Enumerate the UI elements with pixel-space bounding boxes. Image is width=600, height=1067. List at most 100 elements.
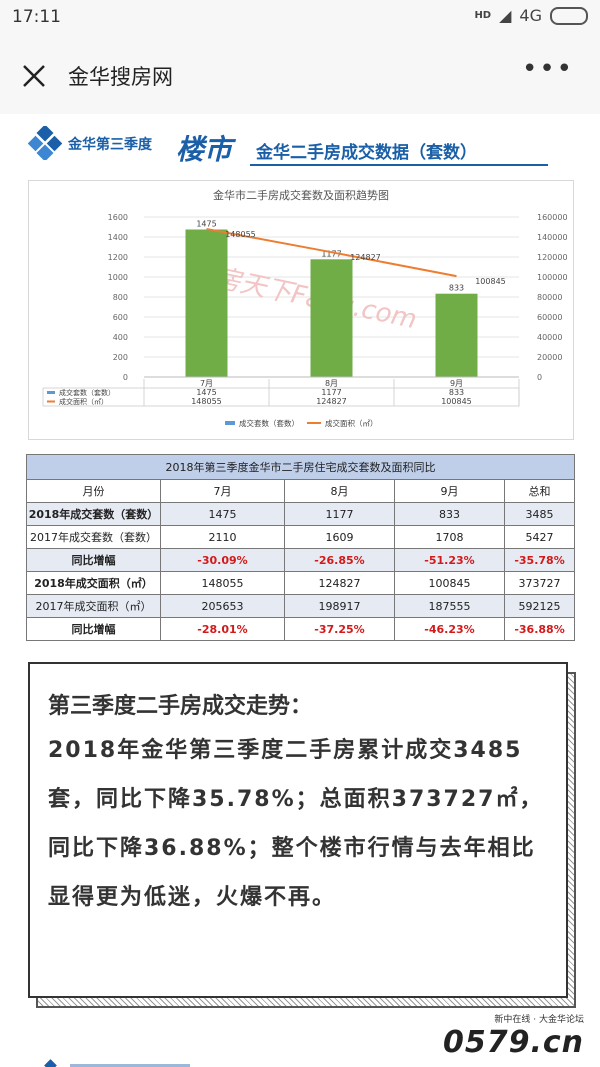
legend-bar-swatch xyxy=(225,421,235,425)
table-row: 2017年成交面积（㎡） 205653 198917 187555 592125 xyxy=(26,594,576,618)
chart-panel: 金华市二手房成交套数及面积趋势图 1600 1400 1200 1000 800 600 40… xyxy=(28,180,574,440)
y-left-tick-label: 1600 xyxy=(108,213,128,222)
table-cell: 1177 xyxy=(284,502,395,526)
y-right-tick-label: 80000 xyxy=(537,293,562,302)
chart-title: 金华市二手房成交套数及面积趋势图 xyxy=(213,188,389,202)
table-row: 2018年成交套数（套数） 1475 1177 833 3485 xyxy=(26,502,576,526)
table-cell: 833 xyxy=(394,502,505,526)
y-right-tick-label: 160000 xyxy=(537,213,568,222)
x-tick-label: 8月 xyxy=(325,379,338,388)
header-cell: 7月 xyxy=(160,479,285,503)
table-cell: 124827 xyxy=(284,571,395,595)
line-data-label: 100845 xyxy=(475,277,506,286)
row-label: 2017年成交面积（㎡） xyxy=(26,594,161,618)
section-label: 楼市 xyxy=(176,133,233,166)
bar-data-label: 1177 xyxy=(321,249,341,258)
table-row: 同比增幅 -28.01% -37.25% -46.23% -36.88% xyxy=(26,617,576,641)
table-row: 2017年成交套数（套数） 2110 1609 1708 5427 xyxy=(26,525,576,549)
table-cell: 205653 xyxy=(160,594,285,618)
bar-7月 xyxy=(185,229,228,377)
line-data-label: 148055 xyxy=(225,230,256,239)
site-watermark: 新中在线 · 大金华论坛 0579.cn xyxy=(443,1012,584,1060)
watermark-subtitle: 新中在线 · 大金华论坛 xyxy=(494,1015,584,1025)
table-cell: -46.23% xyxy=(394,617,505,641)
legend-line-label: 成交面积（㎡） xyxy=(325,418,378,428)
legend-bar-label: 成交套数（套数） xyxy=(239,418,299,428)
section-banner: 金华第三季度 楼市 金华二手房成交数据（套数） xyxy=(28,118,548,174)
y-right-tick-label: 100000 xyxy=(537,273,568,282)
table-row: 2018年成交面积（㎡） 148055 124827 100845 373727 xyxy=(26,571,576,595)
banner-title: 金华二手房成交数据（套数） xyxy=(256,143,477,163)
summary-body: 2018年金华第三季度二手房累计成交3485套，同比下降35.78%；总面积37… xyxy=(48,738,544,910)
header-cell: 8月 xyxy=(284,479,395,503)
row-label: 同比增幅 xyxy=(26,617,161,641)
y-right-tick-label: 140000 xyxy=(537,233,568,242)
table-cell: 592125 xyxy=(503,594,576,618)
table-caption: 2018年第三季度金华市二手房住宅成交套数及面积同比 xyxy=(25,454,576,480)
table-cell: 1708 xyxy=(394,525,505,549)
status-time: 17:11 xyxy=(12,7,61,27)
data-table-series-label: 成交面积（㎡） xyxy=(59,397,108,406)
more-menu-icon[interactable]: ••• xyxy=(521,54,574,84)
y-right-tick-label: 120000 xyxy=(537,253,568,262)
table-header-row: 月份 7月 8月 9月 总和 xyxy=(26,479,576,503)
header-cell: 月份 xyxy=(26,479,161,503)
bar-8月 xyxy=(310,259,353,377)
table-cell: -35.78% xyxy=(503,548,576,572)
y-left-tick-label: 800 xyxy=(113,293,128,302)
data-table-value: 148055 xyxy=(191,397,222,406)
table-cell: -28.01% xyxy=(160,617,285,641)
table-cell: 3485 xyxy=(503,502,576,526)
row-label: 2018年成交面积（㎡） xyxy=(26,571,161,595)
close-icon[interactable] xyxy=(16,58,52,94)
y-right-tick-label: 20000 xyxy=(537,353,562,362)
table-cell: 373727 xyxy=(503,571,576,595)
row-label: 2017年成交套数（套数） xyxy=(26,525,161,549)
y-left-tick-label: 0 xyxy=(123,373,128,382)
table-cell: 2110 xyxy=(160,525,285,549)
nav-bar: 金华搜房网 ••• xyxy=(0,36,600,114)
network-label: 4G xyxy=(519,6,542,25)
status-icons: HD ◢ 4G xyxy=(474,6,588,25)
data-table-series-label: 成交套数（套数） xyxy=(59,388,115,397)
table-cell: 187555 xyxy=(394,594,505,618)
article-content: 金华第三季度 楼市 金华二手房成交数据（套数） 金华市二手房成交套数及面积趋势图… xyxy=(0,114,600,1067)
data-table-value: 833 xyxy=(449,388,464,397)
battery-icon xyxy=(550,6,588,25)
data-table-value: 124827 xyxy=(316,397,347,406)
row-label: 同比增幅 xyxy=(26,548,161,572)
table-cell: -37.25% xyxy=(284,617,395,641)
table-cell: -36.88% xyxy=(503,617,576,641)
table-cell: 1475 xyxy=(160,502,285,526)
y-left-tick-label: 600 xyxy=(113,313,128,322)
y-left-tick-label: 1200 xyxy=(108,253,128,262)
table-cell: 148055 xyxy=(160,571,285,595)
table-cell: 100845 xyxy=(394,571,505,595)
header-cell: 9月 xyxy=(394,479,505,503)
signal-icon: ◢ xyxy=(499,6,512,25)
cube-logo-icon xyxy=(44,1059,190,1067)
data-table-value: 1177 xyxy=(321,388,341,397)
bar-data-label: 1475 xyxy=(196,220,216,229)
y-right-tick-label: 60000 xyxy=(537,313,562,322)
table-cell: -26.85% xyxy=(284,548,395,572)
area-trend-line xyxy=(206,227,457,278)
y-left-tick-label: 1400 xyxy=(108,233,128,242)
summary-box: 第三季度二手房成交走势： 2018年金华第三季度二手房累计成交3485套，同比下… xyxy=(28,662,568,998)
bar-9月 xyxy=(435,293,478,377)
y-right-tick-label: 0 xyxy=(537,373,542,382)
row-label: 2018年成交套数（套数） xyxy=(26,502,161,526)
data-table-value: 1475 xyxy=(196,388,216,397)
cube-logo-icon xyxy=(28,126,62,160)
watermark-logo: 0579.cn xyxy=(442,1025,584,1060)
data-table-bar-key xyxy=(47,391,55,394)
banner-underline xyxy=(250,164,548,166)
y-left-tick-label: 400 xyxy=(113,333,128,342)
table-cell: 198917 xyxy=(284,594,395,618)
table-cell: 1609 xyxy=(284,525,395,549)
data-table-value: 100845 xyxy=(441,397,472,406)
x-tick-label: 9月 xyxy=(450,379,463,388)
table-cell: -30.09% xyxy=(160,548,285,572)
hd-icon: HD xyxy=(474,10,492,21)
summary-heading: 第三季度二手房成交走势： xyxy=(48,694,313,719)
